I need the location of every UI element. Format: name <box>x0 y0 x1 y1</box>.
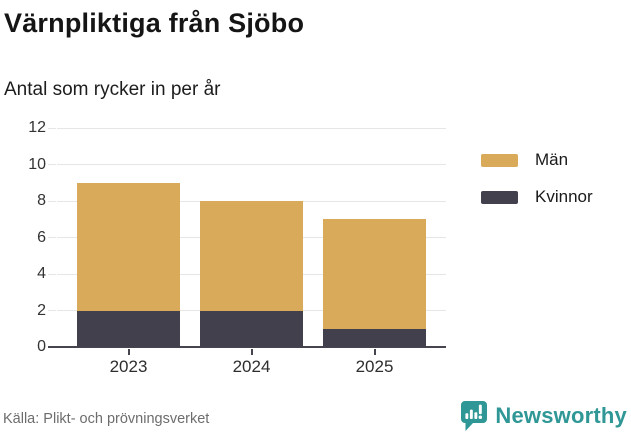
y-tick-label: 10 <box>28 155 46 173</box>
legend: Män Kvinnor <box>481 150 593 224</box>
chart-subtitle: Antal som rycker in per år <box>4 79 221 100</box>
y-tick-mark <box>48 346 56 348</box>
x-tick-mark <box>250 349 253 355</box>
plot-area <box>54 127 446 348</box>
legend-label: Män <box>535 150 569 169</box>
x-tick-label: 2025 <box>355 357 394 376</box>
legend-item-män: Män <box>481 150 593 170</box>
bar-segment-män-2024 <box>200 201 303 311</box>
x-tick-label: 2023 <box>109 357 148 376</box>
y-tick-label: 6 <box>37 228 46 246</box>
legend-label: Kvinnor <box>535 187 593 206</box>
bar-segment-kvinnor-2024 <box>200 310 303 347</box>
source-note: Källa: Plikt- och prövningsverket <box>3 411 210 427</box>
bar-segment-män-2025 <box>323 219 426 329</box>
y-tick-label: 4 <box>37 265 46 282</box>
newsworthy-logo-icon <box>461 401 488 431</box>
y-tick-label: 8 <box>37 192 46 209</box>
legend-item-kvinnor: Kvinnor <box>481 187 593 207</box>
legend-swatch <box>481 190 518 204</box>
legend-swatch <box>481 153 518 167</box>
y-axis-tick-marks <box>48 127 56 348</box>
x-tick-mark <box>127 349 130 355</box>
y-tick-label: 12 <box>28 119 46 136</box>
bar-segment-kvinnor-2023 <box>77 310 180 347</box>
gridline <box>57 127 446 129</box>
bar-segment-kvinnor-2025 <box>323 328 426 347</box>
y-axis-labels: 0 2 4 6 8 10 12 <box>0 119 46 355</box>
gridline <box>57 164 446 165</box>
brand-name: Newsworthy <box>495 403 627 428</box>
y-tick-mark <box>48 200 56 202</box>
y-tick-mark <box>48 310 56 311</box>
brand: Newsworthy <box>460 400 627 432</box>
x-tick-label: 2024 <box>232 357 271 376</box>
x-axis: 2023 2024 2025 <box>57 347 446 387</box>
y-tick-mark <box>48 127 56 129</box>
y-tick-label: 2 <box>37 301 46 319</box>
y-tick-label: 0 <box>37 338 46 355</box>
y-tick-mark <box>48 164 56 165</box>
bar-segment-män-2023 <box>77 182 180 311</box>
y-tick-mark <box>48 237 56 238</box>
x-tick-mark <box>373 349 376 355</box>
y-tick-mark <box>48 273 56 275</box>
chart-title: Värnpliktiga från Sjöbo <box>4 8 305 38</box>
x-axis-line <box>54 346 446 348</box>
